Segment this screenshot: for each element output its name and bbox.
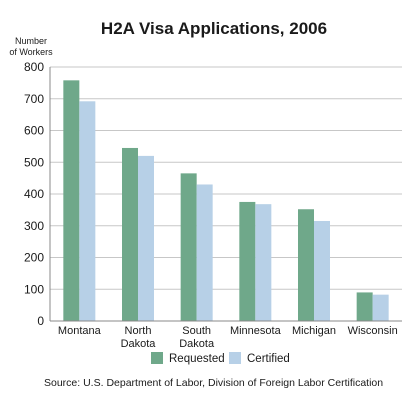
bar-certified-south-dakota bbox=[196, 184, 213, 321]
chart-title: H2A Visa Applications, 2006 bbox=[101, 19, 327, 38]
x-tick-label-minnesota: Minnesota bbox=[230, 325, 282, 337]
y-tick-label-300: 300 bbox=[24, 219, 44, 233]
bar-certified-montana bbox=[79, 101, 96, 321]
bar-certified-michigan bbox=[314, 220, 330, 321]
x-tick-label-michigan: Michigan bbox=[292, 325, 336, 337]
bar-requested-montana bbox=[63, 80, 80, 322]
legend-swatch-requested bbox=[151, 352, 163, 364]
source-note: Source: U.S. Department of Labor, Divisi… bbox=[44, 377, 383, 389]
y-axis-label-line-2: of Workers bbox=[9, 47, 53, 57]
grid bbox=[50, 66, 402, 290]
x-tick-label-north-dakota-line-1: North bbox=[125, 325, 152, 337]
x-tick-label-north-dakota-line-2: Dakota bbox=[121, 338, 157, 350]
bar-certified-north-dakota bbox=[138, 155, 154, 321]
legend-label-requested: Requested bbox=[169, 353, 225, 365]
legend-swatch-certified bbox=[229, 352, 241, 364]
y-tick-label-500: 500 bbox=[24, 155, 44, 169]
y-tick-label-200: 200 bbox=[24, 251, 44, 265]
y-tick-label-800: 800 bbox=[24, 60, 44, 74]
y-tick-label-600: 600 bbox=[24, 124, 44, 138]
y-tick-label-100: 100 bbox=[24, 282, 44, 296]
bar-requested-minnesota bbox=[239, 201, 256, 321]
bar-requested-michigan bbox=[298, 209, 314, 321]
y-axis-label-line-1: Number bbox=[15, 36, 47, 46]
bar-requested-south-dakota bbox=[180, 173, 197, 321]
bar-requested-wisconsin bbox=[356, 292, 373, 321]
y-tick-label-700: 700 bbox=[24, 92, 44, 106]
bar-requested-north-dakota bbox=[122, 147, 138, 321]
x-tick-label-south-dakota-line-2: Dakota bbox=[179, 338, 215, 350]
legend-label-certified: Certified bbox=[247, 353, 290, 365]
x-tick-label-south-dakota-line-1: South bbox=[182, 325, 211, 337]
bar-certified-minnesota bbox=[255, 204, 272, 321]
y-tick-label-400: 400 bbox=[24, 187, 44, 201]
legend: Requested Certified bbox=[151, 352, 290, 365]
x-tick-label-montana: Montana bbox=[58, 325, 102, 337]
bar-certified-wisconsin bbox=[372, 294, 389, 321]
y-tick-label-0: 0 bbox=[37, 314, 44, 328]
x-tick-label-wisconsin: Wisconsin bbox=[348, 325, 398, 337]
bars bbox=[63, 80, 389, 322]
